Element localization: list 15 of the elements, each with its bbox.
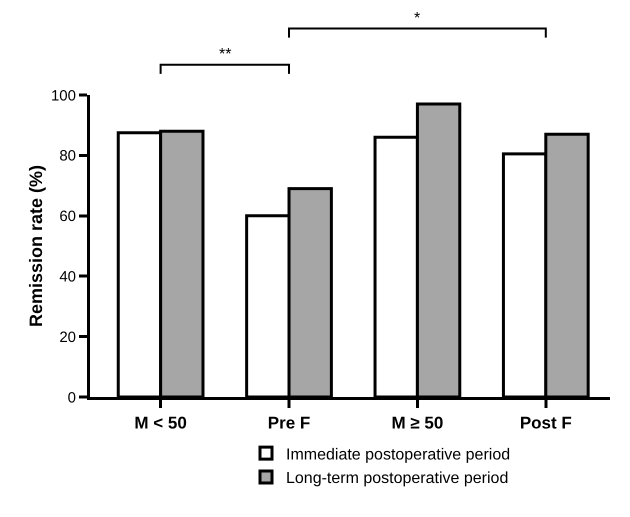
x-tick-label: M ≥ 50 (391, 413, 444, 432)
y-tick-label: 40 (59, 268, 76, 286)
y-tick-label: 60 (59, 208, 76, 226)
x-tick-label: Post F (520, 413, 572, 432)
y-tick-label: 20 (59, 328, 76, 346)
legend-label: Long-term postoperative period (286, 470, 508, 488)
legend-label: Immediate postoperative period (286, 446, 510, 464)
text: * (414, 10, 420, 27)
y-tick-label: 0 (68, 389, 76, 406)
x-tick-label: M < 50 (134, 413, 187, 432)
text: ** (219, 46, 232, 63)
x-tick-label: Pre F (268, 413, 310, 432)
y-tick-label: 100 (50, 87, 76, 104)
y-axis-title: Remission rate (%) (26, 164, 46, 328)
y-tick-label: 80 (59, 148, 76, 165)
